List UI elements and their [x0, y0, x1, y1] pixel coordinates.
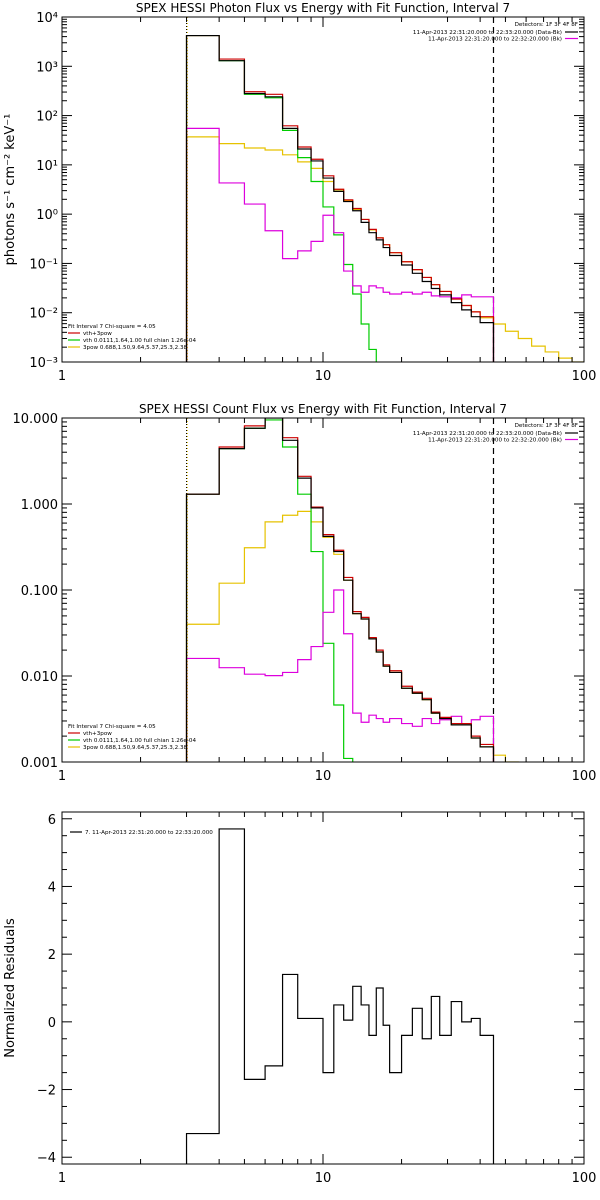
y-tick-label: 0 [48, 1016, 56, 1031]
axes-frame [61, 811, 585, 1165]
x-tick-label: 1 [58, 769, 66, 784]
series-vth-3pow [185, 34, 495, 362]
y-axis-label: photons s⁻¹ cm⁻² keV⁻¹ [3, 114, 18, 266]
x-tick-label: 10 [315, 369, 332, 384]
y-tick-label: 4 [48, 880, 56, 895]
y-tick-label: 6 [48, 813, 56, 828]
y-tick-label: 10³ [36, 60, 58, 75]
legend-fit-entry: 3pow 0.688,1.50,9.64,5.37,25.3,2.38 [83, 745, 188, 751]
y-tick-label: 10⁻² [29, 307, 58, 322]
legend-fit-header: Fit Interval 7 Chi-square = 4.05 [68, 324, 156, 330]
plot-area [185, 828, 495, 1164]
legend-fit-entry: vth 0.0111,1.64,1.00 full chian 1.26e-04 [83, 338, 196, 344]
chart-panel-1: SPEX HESSI Photon Flux vs Energy with Fi… [3, 1, 597, 384]
y-tick-label: 0.100 [21, 584, 58, 599]
series-vth [185, 34, 377, 362]
series-data-bk [185, 418, 495, 762]
legend-fit-entry: vth+3pow [83, 331, 112, 337]
series-residuals [185, 828, 495, 1164]
y-tick-label: −4 [37, 1151, 56, 1166]
y-tick-label: 0.010 [21, 670, 58, 685]
x-tick-label: 100 [572, 1171, 597, 1186]
y-tick-label: 10⁰ [36, 208, 58, 223]
y-tick-label: 10⁻³ [29, 356, 58, 371]
x-tick-label: 1 [58, 1171, 66, 1186]
series-bk [185, 589, 495, 762]
chart-title: SPEX HESSI Count Flux vs Energy with Fit… [139, 402, 507, 416]
legend-fit-entry: 3pow 0.688,1.50,9.64,5.37,25.3,2.38 [83, 345, 188, 351]
chart-title: SPEX HESSI Photon Flux vs Energy with Fi… [136, 1, 510, 15]
legend-detectors: Detectors: 1F 3F 4F 8F [515, 22, 578, 28]
legend-top-entry: 11-Apr-2013 22:31:20.000 to 22:32:20.000… [428, 37, 562, 43]
y-tick-label: 10² [36, 110, 58, 125]
x-tick-label: 10 [315, 1171, 332, 1186]
series-data-bk [185, 34, 495, 362]
legend-fit-header: Fit Interval 7 Chi-square = 4.05 [68, 724, 156, 730]
y-tick-label: 10¹ [36, 159, 58, 174]
legend-fit-entry: vth+3pow [83, 731, 112, 737]
legend-fit-entry: vth 0.0111,1.64,1.00 full chian 1.26e-04 [83, 738, 196, 744]
chart-panel-2: SPEX HESSI Count Flux vs Energy with Fit… [13, 402, 597, 784]
x-tick-label: 100 [572, 369, 597, 384]
x-tick-label: 1 [58, 369, 66, 384]
series-bk [185, 127, 495, 362]
y-axis-label: Normalized Residuals [3, 918, 18, 1058]
legend-top-entry: 11-Apr-2013 22:31:20.000 to 22:33:20.000… [413, 431, 562, 437]
x-tick-label: 10 [315, 769, 332, 784]
y-tick-label: 10.000 [13, 412, 59, 427]
y-tick-label: 2 [48, 948, 56, 963]
plot-area [185, 34, 584, 362]
y-tick-label: 10⁻¹ [29, 257, 58, 272]
series-3pow [185, 510, 519, 762]
legend-top-entry: 11-Apr-2013 22:31:20.000 to 22:32:20.000… [428, 438, 562, 444]
y-tick-label: 1.000 [21, 498, 58, 513]
chart-panel-3: 1 10 100 −4 −2 0 2 4 6 Normalized Residuals 7. 11-… [3, 811, 597, 1186]
y-tick-label: 10⁴ [36, 11, 58, 26]
legend-detectors: Detectors: 1F 3F 4F 8F [515, 423, 578, 429]
series-vth-3pow [185, 418, 495, 762]
legend-top-entry: 11-Apr-2013 22:31:20.000 to 22:33:20.000… [413, 30, 562, 36]
y-tick-label: −2 [37, 1084, 56, 1099]
series-vth [185, 419, 354, 762]
y-tick-label: 0.001 [21, 756, 58, 771]
legend-residual-entry: 7. 11-Apr-2013 22:31:20.000 to 22:33:20.… [85, 830, 213, 836]
x-tick-label: 100 [572, 769, 597, 784]
plot-area [185, 418, 519, 762]
